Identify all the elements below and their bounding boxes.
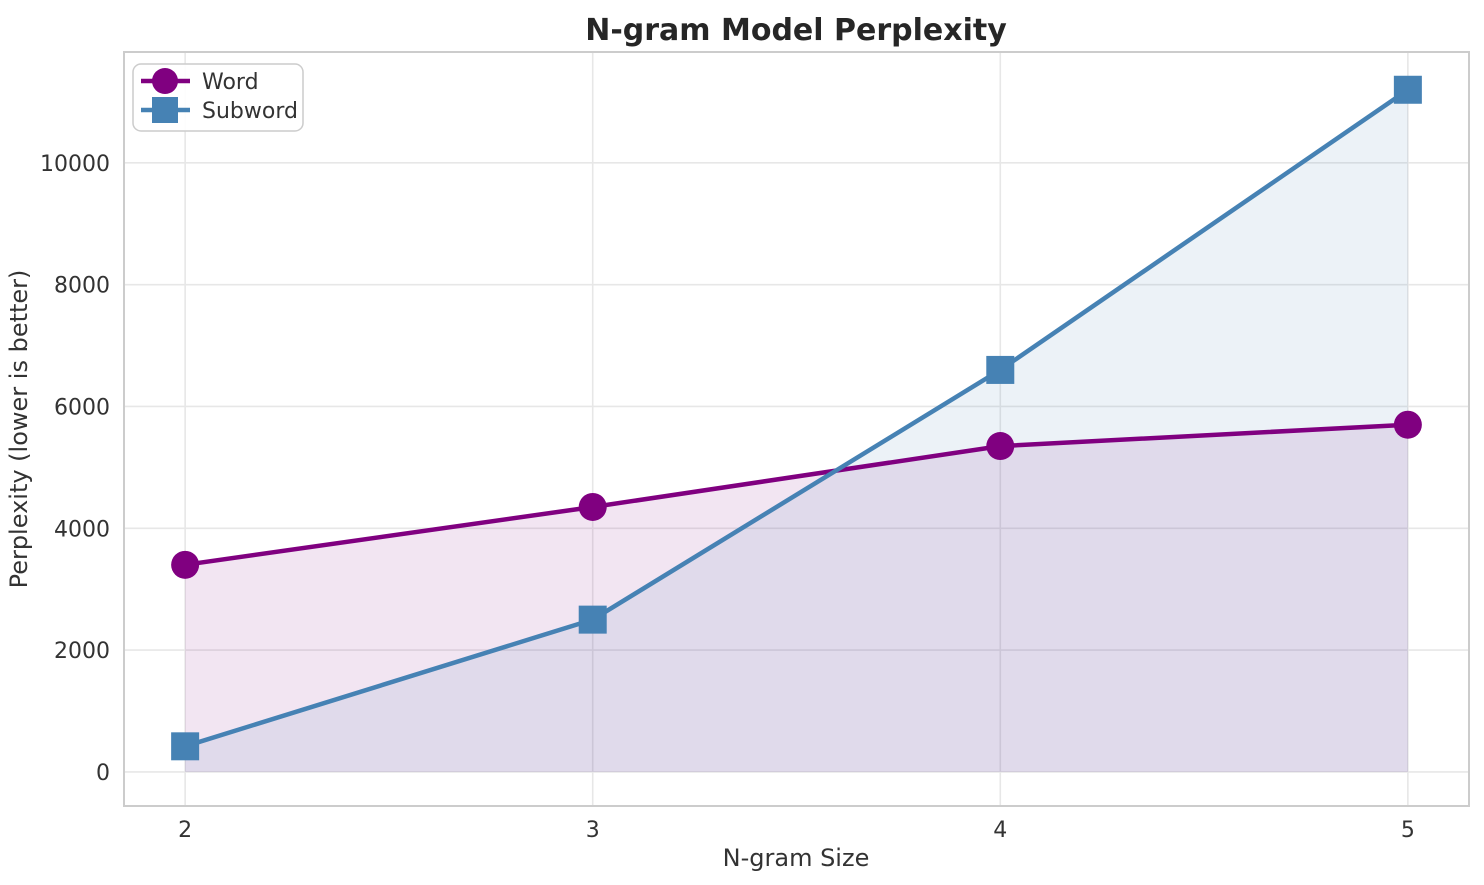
y-tick-label: 4000	[54, 517, 110, 542]
x-tick-label: 5	[1401, 818, 1415, 843]
legend-label-subword: Subword	[202, 99, 298, 124]
word-data-point	[1393, 410, 1422, 439]
legend-label-word: Word	[202, 70, 259, 95]
y-tick-label: 2000	[54, 639, 110, 664]
word-data-point	[578, 492, 607, 521]
gridlines	[124, 52, 1469, 806]
x-tick-label: 2	[178, 818, 192, 843]
subword-data-point	[578, 605, 607, 634]
y-axis-label: Perplexity (lower is better)	[5, 270, 33, 589]
y-tick-label: 10000	[40, 152, 110, 177]
word-circle-marker-icon	[152, 68, 178, 94]
subword-data-point	[986, 355, 1015, 384]
x-tick-label: 3	[586, 818, 600, 843]
legend: Word Subword	[132, 63, 304, 132]
subword-square-marker-icon	[152, 97, 178, 123]
series-lines	[182, 87, 1411, 749]
series-markers	[171, 75, 1422, 761]
plot-border	[123, 51, 1470, 807]
area-fills	[185, 89, 1408, 772]
axis-tick-labels: 0 2000 4000 6000 8000 10000 2 3 4 5	[40, 152, 1415, 843]
subword-data-point	[171, 732, 200, 761]
x-tick-label: 4	[993, 818, 1007, 843]
y-tick-label: 6000	[54, 395, 110, 420]
legend-item-subword: Subword	[141, 97, 298, 124]
subword-data-point	[1393, 75, 1422, 104]
chart-title: N-gram Model Perplexity	[585, 13, 1007, 48]
y-tick-label: 8000	[54, 274, 110, 299]
word-data-point	[986, 432, 1015, 461]
legend-item-word: Word	[141, 68, 259, 95]
x-axis-label: N-gram Size	[723, 844, 870, 872]
word-data-point	[171, 550, 200, 579]
y-tick-label: 0	[96, 761, 110, 786]
